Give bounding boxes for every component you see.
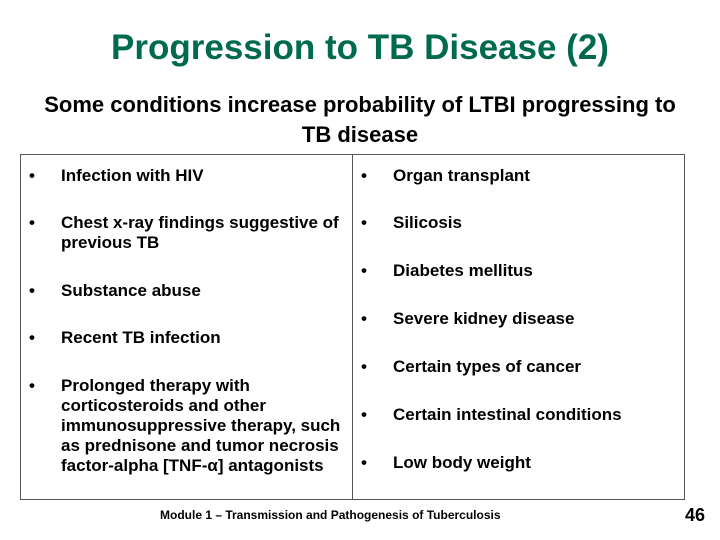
column-divider [352,154,353,500]
bullet-icon: • [29,166,35,185]
list-item: • Silicosis [352,213,685,233]
bullet-icon: • [29,281,35,300]
bullet-icon: • [361,405,367,424]
condition-text: Organ transplant [393,166,530,185]
condition-text: Chest x-ray findings suggestive of previ… [61,213,339,252]
list-item: • Certain intestinal conditions [352,405,685,425]
list-item: • Diabetes mellitus [352,261,685,281]
bullet-icon: • [29,328,35,347]
list-item: • Recent TB infection [20,328,352,348]
condition-text: Silicosis [393,213,462,232]
list-item: • Substance abuse [20,281,352,301]
condition-text: Certain intestinal conditions [393,405,622,424]
slide-title: Progression to TB Disease (2) [111,28,609,67]
list-item: • Infection with HIV [20,166,352,186]
bullet-icon: • [361,357,367,376]
condition-text: Infection with HIV [61,166,204,185]
list-item: • Chest x-ray findings suggestive of pre… [20,213,340,253]
condition-text: Certain types of cancer [393,357,582,376]
slide-subtitle: Some conditions increase probability of … [44,92,676,147]
list-item: • Low body weight [352,453,685,473]
bullet-icon: • [361,309,367,328]
list-item: • Severe kidney disease [352,309,685,329]
condition-text: Low body weight [393,453,531,472]
list-item: • Organ transplant [352,166,685,186]
bullet-icon: • [361,453,367,472]
condition-text: Substance abuse [61,281,201,300]
bullet-icon: • [361,166,367,185]
list-item: • Certain types of cancer [352,357,685,377]
condition-text: Prolonged therapy with corticosteroids a… [61,376,341,475]
condition-text: Diabetes mellitus [393,261,533,280]
page-number: 46 [684,505,705,525]
condition-text: Recent TB infection [61,328,221,347]
bullet-icon: • [29,376,35,395]
bullet-icon: • [29,213,35,232]
bullet-icon: • [361,261,367,280]
bullet-icon: • [361,213,367,232]
condition-text: Severe kidney disease [393,309,575,328]
list-item: • Prolonged therapy with corticosteroids… [20,376,352,476]
slide-footer: Module 1 – Transmission and Pathogenesis… [160,508,501,522]
